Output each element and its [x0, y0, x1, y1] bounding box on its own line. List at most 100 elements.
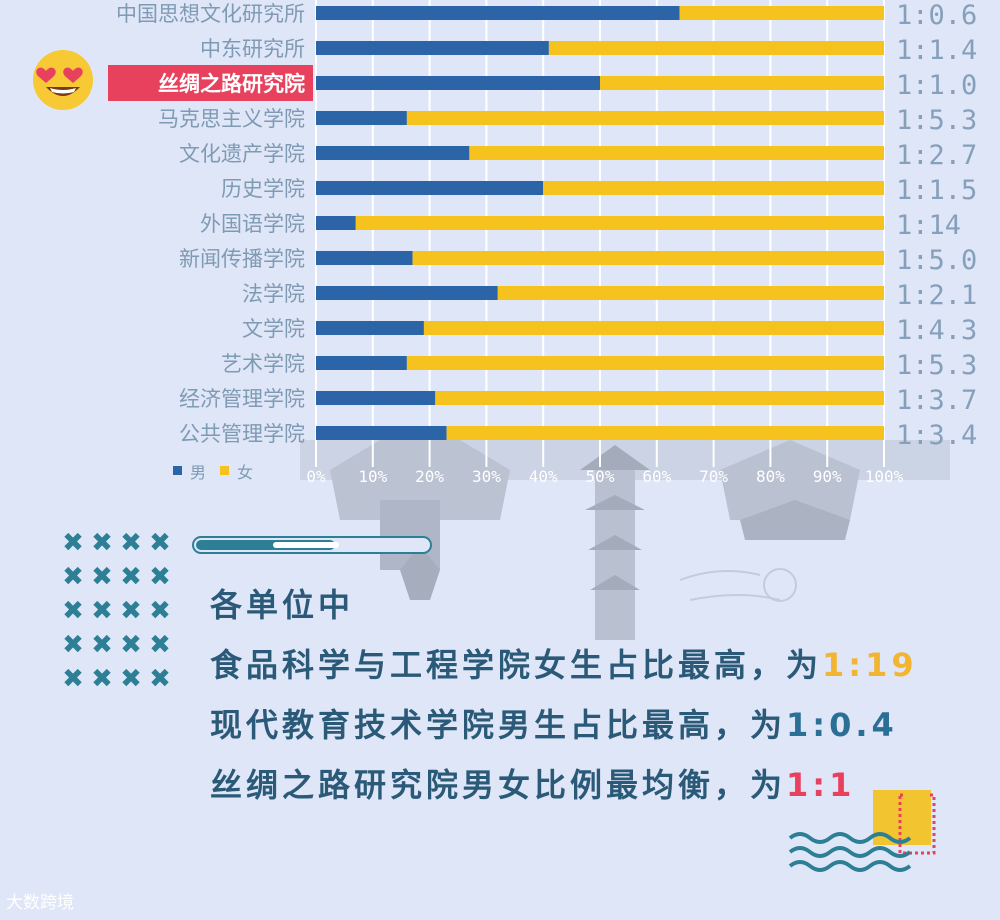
legend-label-male: 男: [190, 463, 206, 482]
bar-male: [316, 146, 470, 160]
bar-female: [469, 146, 884, 160]
ratio-label: 1:2.7: [896, 140, 977, 171]
bar-female: [679, 6, 884, 20]
watermark-text: 大数跨境: [6, 893, 74, 913]
architecture-silhouette: [300, 440, 950, 640]
x-tick-label: 20%: [415, 467, 444, 486]
cross-mark: ✖: [120, 528, 142, 558]
x-tick-label: 60%: [642, 467, 671, 486]
ratio-label: 1:5.0: [896, 245, 977, 276]
legend-swatch-female: [220, 466, 229, 475]
summary-food-text: 食品科学与工程学院女生占比最高，为: [210, 646, 823, 684]
category-label: 马克思主义学院: [158, 107, 305, 131]
bar-male: [316, 6, 680, 20]
summary-edu-value: 1:0.4: [786, 706, 898, 744]
cross-row: ✖ ✖ ✖ ✖: [60, 666, 185, 692]
summary-line-1: 各单位中: [210, 580, 354, 626]
bar-female: [497, 286, 884, 300]
category-label: 中东研究所: [200, 37, 305, 61]
summary-silk-text: 丝绸之路研究院男女比例最均衡，为: [210, 766, 787, 804]
bar-male: [316, 251, 413, 265]
cross-mark: ✖: [120, 630, 142, 660]
bar-male: [316, 216, 356, 230]
bar-female: [446, 426, 884, 440]
legend: 男 女: [173, 463, 253, 482]
category-label: 外国语学院: [200, 212, 305, 236]
cross-mark: ✖: [62, 664, 84, 694]
ratio-label: 1:4.3: [896, 315, 977, 346]
wave-decoration-icon: [788, 790, 936, 872]
x-tick-label: 90%: [813, 467, 842, 486]
cross-mark: ✖: [91, 562, 113, 592]
legend-label-female: 女: [237, 463, 253, 482]
bar-female: [548, 41, 884, 55]
cross-mark: ✖: [120, 664, 142, 694]
category-label: 艺术学院: [221, 352, 305, 376]
cross-mark: ✖: [149, 630, 171, 660]
category-label: 经济管理学院: [179, 387, 305, 411]
cross-mark: ✖: [120, 562, 142, 592]
category-label: 新闻传播学院: [179, 247, 305, 271]
x-tick-label: 0%: [306, 467, 326, 486]
cross-mark: ✖: [62, 528, 84, 558]
cross-mark: ✖: [62, 596, 84, 626]
cross-mark: ✖: [149, 562, 171, 592]
summary-food-value: 1:19: [822, 646, 918, 684]
ratio-label: 1:0.6: [896, 0, 977, 31]
cross-mark: ✖: [149, 528, 171, 558]
category-label: 文化遗产学院: [179, 142, 305, 166]
x-tick-label: 70%: [699, 467, 728, 486]
summary-edu-text: 现代教育技术学院男生占比最高，为: [210, 706, 787, 744]
cross-mark: ✖: [149, 596, 171, 626]
bar-male: [316, 286, 498, 300]
legend-swatch-male: [173, 466, 182, 475]
ratio-label: 1:1.5: [896, 175, 977, 206]
bar-male: [316, 41, 549, 55]
cross-mark: ✖: [62, 562, 84, 592]
ratio-label: 1:3.4: [896, 420, 977, 451]
bar-female: [435, 391, 884, 405]
cross-row: ✖ ✖ ✖ ✖: [60, 632, 185, 658]
summary-silk-value: 1:1: [786, 766, 856, 804]
cross-mark: ✖: [120, 596, 142, 626]
cross-mark: ✖: [91, 596, 113, 626]
cross-mark: ✖: [91, 528, 113, 558]
bar-male: [316, 76, 600, 90]
x-tick-label: 40%: [529, 467, 558, 486]
progress-fill: [196, 540, 336, 550]
category-label: 法学院: [242, 282, 305, 306]
bar-female: [600, 76, 884, 90]
summary-line-4: 丝绸之路研究院男女比例最均衡，为1:1: [210, 760, 855, 806]
category-label: 文学院: [242, 317, 305, 341]
category-label: 中国思想文化研究所: [116, 2, 305, 26]
bar-female: [355, 216, 884, 230]
bar-female: [412, 251, 884, 265]
bar-male: [316, 111, 407, 125]
bar-male: [316, 391, 436, 405]
bar-female: [423, 321, 884, 335]
x-tick-label: 50%: [586, 467, 615, 486]
ratio-label: 1:5.3: [896, 350, 977, 381]
ratio-label: 1:2.1: [896, 280, 977, 311]
cross-mark: ✖: [91, 664, 113, 694]
bar-male: [316, 426, 447, 440]
ratio-label: 1:14: [896, 210, 961, 241]
ratio-label: 1:1.4: [896, 35, 977, 66]
heart-eyes-emoji-icon: [33, 50, 93, 110]
category-label: 公共管理学院: [179, 422, 305, 446]
progress-bar: [192, 536, 432, 554]
bar-female: [406, 356, 884, 370]
category-label: 丝绸之路研究院: [158, 72, 305, 96]
watermark: 大数跨境: [6, 888, 74, 913]
bar-male: [316, 356, 407, 370]
cross-pattern-icon: ✖ ✖ ✖ ✖ ✖ ✖ ✖ ✖ ✖ ✖ ✖ ✖ ✖ ✖ ✖ ✖ ✖ ✖ ✖ ✖: [60, 530, 185, 700]
bar-female: [406, 111, 884, 125]
ratio-label: 1:5.3: [896, 105, 977, 136]
x-tick-label: 80%: [756, 467, 785, 486]
bar-male: [316, 321, 424, 335]
cross-row: ✖ ✖ ✖ ✖: [60, 530, 185, 556]
cross-row: ✖ ✖ ✖ ✖: [60, 564, 185, 590]
x-tick-label: 100%: [865, 467, 904, 486]
ratio-label: 1:3.7: [896, 385, 977, 416]
